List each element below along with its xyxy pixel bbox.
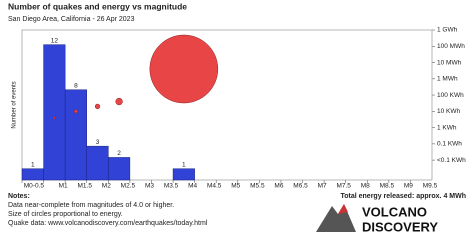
bar-value-label: 1 (182, 161, 186, 168)
chart-subtitle: San Diego Area, California - 26 Apr 2023 (8, 16, 135, 23)
bar (172, 168, 195, 181)
x-tick-label: M9.5 (423, 183, 438, 190)
bar (64, 89, 87, 181)
y-axis-label: Number of events (12, 81, 18, 128)
x-tick-label: M1 (59, 183, 68, 190)
y2-tick-label: 10 KWh (437, 108, 461, 115)
x-tick-label: M6 (274, 183, 283, 190)
x-tick-label: M1.5 (78, 183, 93, 190)
x-tick-label: M2.5 (121, 183, 136, 190)
x-tick-label: M8 (361, 183, 370, 190)
x-tick-label: M3.5 (164, 183, 179, 190)
y2-tick-label: 1 KWh (437, 124, 457, 131)
note: Size of circles proportional to energy. (8, 211, 123, 218)
x-tick-label: M4 (188, 183, 197, 190)
logo-icon (316, 204, 356, 232)
x-tick-label: M3 (145, 183, 154, 190)
x-tick-label: M0-0.5 (24, 183, 45, 190)
y2-tick-label: 0.1 KWh (437, 141, 462, 148)
x-tick-label: M2 (102, 183, 111, 190)
x-tick-label: M7.5 (336, 183, 351, 190)
y2-tick-label: <0.1 KWh (437, 157, 466, 164)
bar-value-label: 8 (74, 82, 78, 89)
bar-value-label: 2 (117, 150, 121, 157)
logo-text: DISCOVERY (362, 219, 438, 234)
total-energy: Total energy released: approx. 4 MWh (340, 193, 466, 200)
y2-tick-label: 100 MWh (437, 43, 465, 50)
x-tick-label: M9 (404, 183, 413, 190)
logo: VOLCANO DISCOVERY (316, 204, 438, 234)
notes-title: Notes: (8, 193, 30, 200)
y2-tick-label: 1 GWh (437, 27, 458, 34)
energy-circle (73, 109, 78, 114)
x-tick-label: M7 (318, 183, 327, 190)
y2-tick-label: 1 MWh (437, 76, 458, 83)
bar-value-label: 1 (31, 161, 35, 168)
y2-tick-label: 10 MWh (437, 59, 462, 66)
bar-value-label: 3 (96, 139, 100, 146)
energy-circle (115, 97, 123, 106)
y2-tick-label: 100 KWh (437, 92, 464, 99)
x-tick-label: M4.5 (207, 183, 222, 190)
logo-text: VOLCANO (362, 204, 427, 219)
energy-circle (53, 116, 56, 120)
chart-title: Number of quakes and energy vs magnitude (8, 1, 187, 11)
x-tick-label: M5.5 (250, 183, 265, 190)
note: Data near-complete from magnitudes of 4.… (8, 202, 174, 209)
bar (108, 157, 131, 181)
x-tick-label: M6.5 (293, 183, 308, 190)
bar (86, 145, 109, 181)
bar (21, 168, 44, 181)
plot-frame (21, 29, 433, 181)
bar (43, 44, 66, 181)
x-tick-label: M5 (231, 183, 240, 190)
energy-circle (94, 103, 101, 110)
energy-circle (149, 34, 219, 104)
x-tick-label: M8.5 (380, 183, 395, 190)
bar-value-label: 12 (51, 37, 59, 44)
logo-icon (338, 204, 348, 214)
note: Quake data: www.volcanodiscovery.com/ear… (8, 220, 208, 227)
